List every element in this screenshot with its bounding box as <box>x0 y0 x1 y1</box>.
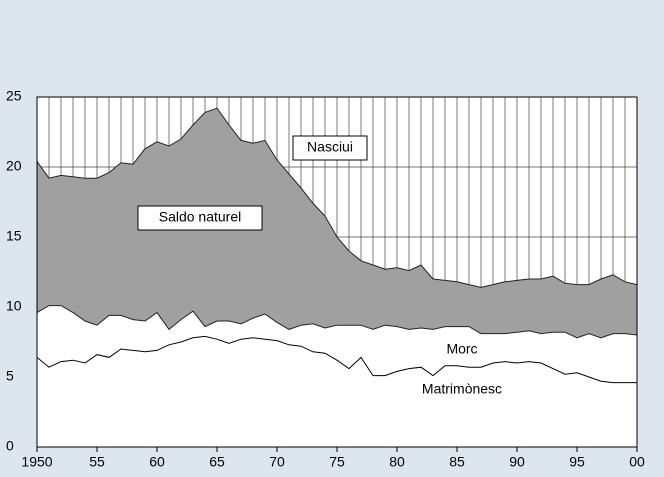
chart: 0 5 10 15 20 25 1950 55 60 65 70 75 80 85 90 95 00 Nasciu… <box>0 0 664 477</box>
x-tick-label: 00 <box>629 454 645 470</box>
annotation: Nasciui <box>307 139 353 155</box>
y-tick-label: 25 <box>6 88 22 104</box>
x-tick-label: 85 <box>449 454 465 470</box>
x-tick-label: 75 <box>329 454 345 470</box>
y-tick-label: 15 <box>6 228 22 244</box>
y-tick-label: 10 <box>6 298 22 314</box>
x-tick-label: 70 <box>269 454 285 470</box>
series-label: Morc <box>446 341 477 357</box>
series-label: Matrimònesc <box>422 381 502 397</box>
x-tick-label: 80 <box>389 454 405 470</box>
x-tick-label: 55 <box>89 454 105 470</box>
y-tick-label: 5 <box>6 368 14 384</box>
x-tick-label: 90 <box>509 454 525 470</box>
y-tick-label: 0 <box>6 438 14 454</box>
y-tick-label: 20 <box>6 158 22 174</box>
x-tick-label: 65 <box>209 454 225 470</box>
annotation: Saldo naturel <box>159 209 242 225</box>
x-tick-label: 60 <box>149 454 165 470</box>
x-tick-label: 1950 <box>21 454 52 470</box>
x-tick-label: 95 <box>569 454 585 470</box>
